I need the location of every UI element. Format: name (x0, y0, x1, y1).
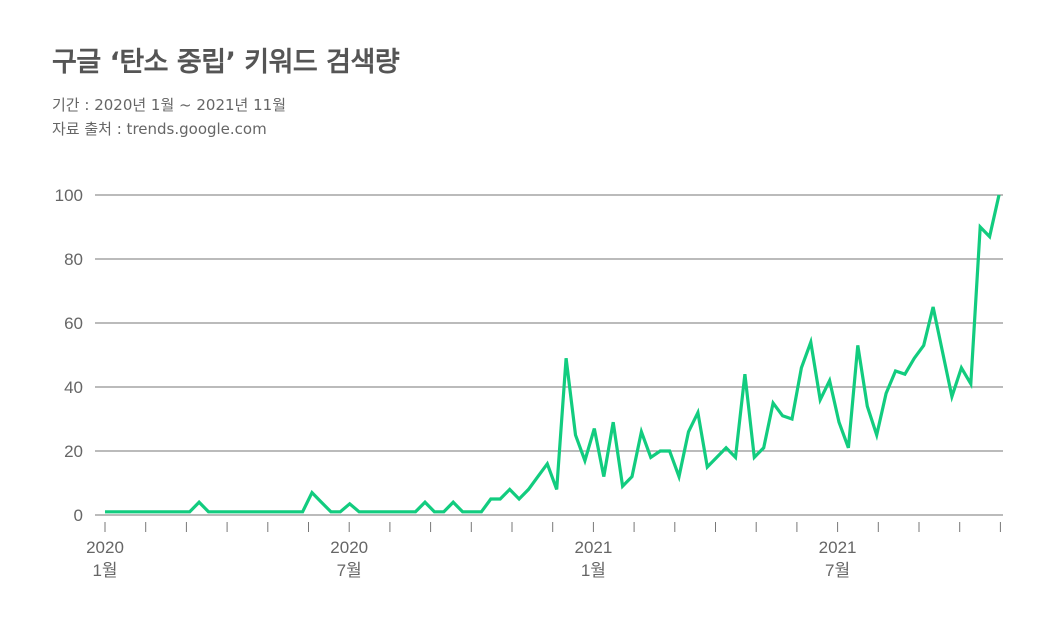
x-tick-year: 2021 (819, 538, 857, 557)
x-tick-month: 1월 (92, 561, 117, 580)
y-tick-label: 40 (64, 378, 83, 397)
x-tick-month: 1월 (581, 561, 606, 580)
y-tick-label: 60 (64, 314, 83, 333)
y-tick-label: 0 (74, 506, 83, 525)
y-tick-label: 20 (64, 442, 83, 461)
y-tick-label: 80 (64, 250, 83, 269)
x-tick-year: 2020 (86, 538, 124, 557)
x-tick-year: 2021 (574, 538, 612, 557)
x-tick-month: 7월 (825, 561, 850, 580)
y-tick-label: 100 (55, 186, 83, 205)
x-tick-year: 2020 (330, 538, 368, 557)
source-text: 자료 출처 : trends.google.com (52, 120, 267, 138)
chart-title: 구글 ‘탄소 중립’ 키워드 검색량 (52, 47, 400, 78)
x-tick-month: 7월 (337, 561, 362, 580)
period-text: 기간 : 2020년 1월 ~ 2021년 11월 (52, 96, 287, 114)
search-volume-line (105, 194, 1001, 514)
